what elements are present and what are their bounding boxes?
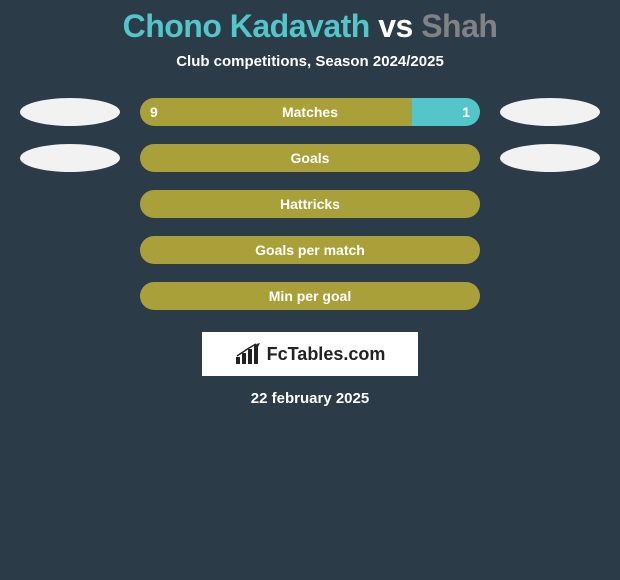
stat-bar: Goals per match bbox=[140, 236, 480, 264]
stat-label: Matches bbox=[140, 98, 480, 126]
stat-row: Matches9 1 bbox=[0, 98, 620, 126]
comparison-card: Chono Kadavath vs Shah Club competitions… bbox=[0, 0, 620, 407]
player2-avatar bbox=[500, 98, 600, 126]
stat-value-right: 1 bbox=[462, 98, 470, 126]
stat-row: Goals bbox=[0, 144, 620, 172]
player1-avatar bbox=[20, 144, 120, 172]
stat-label: Goals per match bbox=[140, 236, 480, 264]
stat-bar: Hattricks bbox=[140, 190, 480, 218]
bar-chart-icon bbox=[235, 343, 261, 365]
stat-label: Hattricks bbox=[140, 190, 480, 218]
stat-bar: Matches9 1 bbox=[140, 98, 480, 126]
brand-name: FcTables.com bbox=[267, 344, 386, 365]
stat-row: Min per goal bbox=[0, 282, 620, 310]
player2-name: Shah bbox=[421, 8, 497, 44]
stat-label: Goals bbox=[140, 144, 480, 172]
brand-logo: FcTables.com bbox=[202, 332, 418, 376]
stat-row: Hattricks bbox=[0, 190, 620, 218]
page-title: Chono Kadavath vs Shah bbox=[0, 8, 620, 45]
stat-rows: Matches9 1 Goals Hattricks Goals per match Mi… bbox=[0, 98, 620, 310]
stat-value-left: 9 bbox=[150, 98, 158, 126]
player1-avatar bbox=[20, 98, 120, 126]
player1-name: Chono Kadavath bbox=[123, 8, 370, 44]
stat-label: Min per goal bbox=[140, 282, 480, 310]
stat-bar: Goals bbox=[140, 144, 480, 172]
stat-bar: Min per goal bbox=[140, 282, 480, 310]
vs-text: vs bbox=[378, 8, 413, 44]
footer-date: 22 february 2025 bbox=[0, 390, 620, 407]
subtitle: Club competitions, Season 2024/2025 bbox=[0, 53, 620, 70]
player2-avatar bbox=[500, 144, 600, 172]
stat-row: Goals per match bbox=[0, 236, 620, 264]
